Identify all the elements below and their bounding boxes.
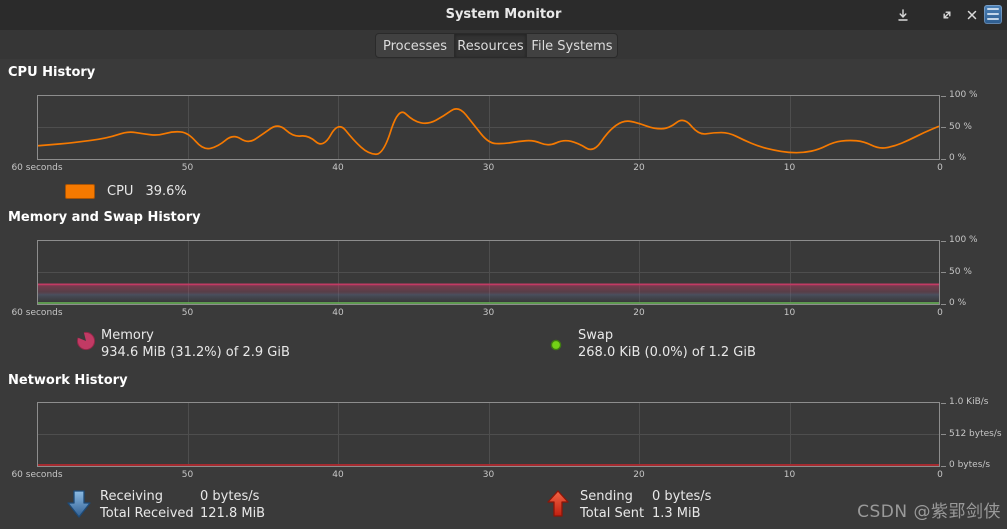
x-axis-label: 60 seconds: [11, 470, 63, 480]
x-axis-label: 10: [783, 470, 796, 480]
close-icon[interactable]: [960, 3, 984, 27]
swap-legend-detail: 268.0 KiB (0.0%) of 1.2 GiB: [578, 345, 756, 360]
x-axis-label: 0: [937, 163, 943, 173]
y-axis-label: 0 bytes/s: [949, 460, 991, 470]
x-axis-label: 10: [783, 163, 796, 173]
network-history-heading: Network History: [8, 373, 128, 388]
memory-legend-label: Memory: [101, 328, 154, 343]
x-axis-label: 50: [181, 308, 194, 318]
cpu-legend-label: CPU: [107, 183, 134, 199]
x-axis-label: 60 seconds: [11, 163, 63, 173]
receiving-legend: Receiving 0 bytes/s Total Received 121.8…: [100, 489, 265, 522]
y-axis-label: 100 %: [949, 235, 978, 245]
memory-pie-icon: [76, 331, 96, 351]
total-received-label: Total Received: [100, 506, 194, 521]
y-axis-label: 1.0 KiB/s: [949, 397, 989, 407]
x-axis-label: 50: [181, 163, 194, 173]
total-received-value: 121.8 MiB: [200, 506, 266, 521]
titlebar: System Monitor: [0, 0, 1007, 31]
y-axis-tick: [941, 434, 946, 435]
x-axis-label: 40: [332, 163, 344, 173]
y-axis-label: 0 %: [949, 153, 967, 163]
sending-legend: Sending 0 bytes/s Total Sent 1.3 MiB: [580, 489, 711, 522]
x-axis-label: 30: [482, 163, 495, 173]
y-axis-tick: [941, 303, 946, 305]
y-axis-tick: [941, 127, 946, 128]
y-axis-tick: [941, 158, 946, 160]
y-axis-tick: [941, 465, 946, 467]
memory-legend-detail: 934.6 MiB (31.2%) of 2.9 GiB: [101, 345, 290, 360]
receiving-label: Receiving: [100, 489, 164, 504]
swap-dot-icon: [550, 339, 562, 351]
x-axis-label: 0: [937, 470, 943, 480]
network-graph: 1.0 KiB/s 512 bytes/s 0 bytes/s 60 seconds 5…: [11, 397, 1001, 480]
cpu-legend: CPU 39.6%: [65, 183, 187, 199]
x-axis-label: 40: [332, 470, 344, 480]
x-axis-label: 20: [633, 163, 645, 173]
x-axis-label: 30: [482, 470, 495, 480]
x-axis-label: 60 seconds: [11, 308, 63, 318]
sending-rate: 0 bytes/s: [652, 489, 712, 504]
memory-legend: Memory 934.6 MiB (31.2%) of 2.9 GiB: [101, 328, 290, 361]
x-axis-label: 30: [482, 308, 495, 318]
x-axis-label: 50: [181, 470, 194, 480]
x-axis-label: 10: [783, 308, 796, 318]
total-sent-label: Total Sent: [580, 506, 645, 521]
swap-legend-label: Swap: [578, 328, 614, 343]
swap-legend: Swap 268.0 KiB (0.0%) of 1.2 GiB: [578, 328, 756, 361]
x-axis-label: 20: [633, 308, 645, 318]
y-axis-label: 512 bytes/s: [949, 428, 1002, 439]
y-axis-label: 0 %: [949, 298, 967, 308]
view-switcher: Processes Resources File Systems: [0, 30, 1007, 59]
sending-arrow-icon: [547, 490, 569, 517]
memory-swap-graph: 100 % 50 % 0 % 60 seconds 50 40 30 20 10 0: [11, 235, 977, 318]
y-axis-label: 50 %: [949, 266, 972, 277]
total-sent-value: 1.3 MiB: [652, 506, 701, 521]
sending-label: Sending: [580, 489, 633, 504]
y-axis-label: 50 %: [949, 121, 972, 132]
watermark: CSDN @紫郢剑侠: [857, 502, 1001, 522]
tab-processes[interactable]: Processes: [375, 33, 455, 58]
x-axis-label: 0: [937, 308, 943, 318]
tab-file-systems[interactable]: File Systems: [527, 33, 618, 58]
receiving-rate: 0 bytes/s: [200, 489, 260, 504]
y-axis-tick: [941, 402, 946, 404]
receiving-arrow-icon: [67, 490, 91, 518]
cpu-graph: 100 % 50 % 0 % 60 seconds 50 40 30 20 10 0: [11, 90, 977, 173]
memory-swap-heading: Memory and Swap History: [8, 210, 201, 225]
cpu-color-swatch-icon: [65, 183, 95, 199]
maximize-icon[interactable]: [935, 3, 959, 27]
y-axis-tick: [941, 240, 946, 242]
window-title: System Monitor: [445, 7, 562, 22]
expand-arrows-icon: [943, 11, 951, 19]
x-axis-label: 20: [633, 470, 645, 480]
y-axis-tick: [941, 95, 946, 97]
x-icon: [967, 10, 977, 20]
cpu-legend-value: 39.6%: [145, 183, 187, 199]
cpu-history-heading: CPU History: [8, 65, 96, 80]
x-axis-label: 40: [332, 308, 344, 318]
download-arrow-icon: [898, 9, 908, 21]
y-axis-tick: [941, 272, 946, 273]
tab-resources[interactable]: Resources: [455, 33, 527, 58]
corner-badge-icon: [984, 5, 1002, 24]
y-axis-label: 100 %: [949, 90, 978, 100]
minimize-icon[interactable]: [891, 3, 915, 27]
